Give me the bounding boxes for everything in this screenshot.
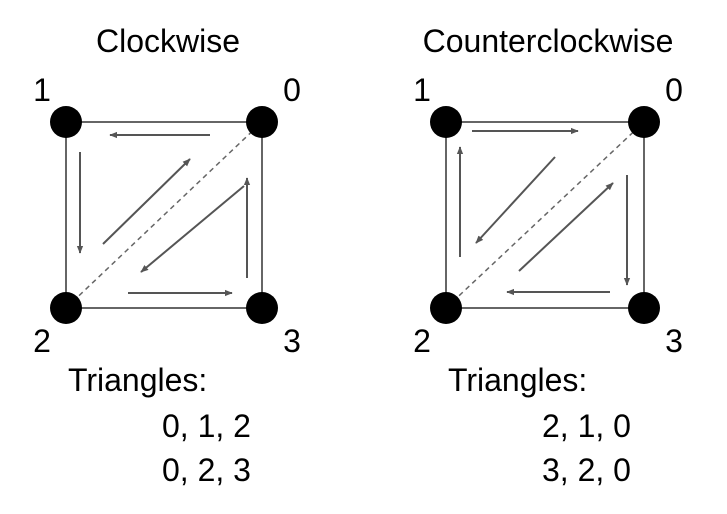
vertex-2 (50, 292, 82, 324)
arrow-2-to-0 (518, 182, 614, 272)
triangle-entry: 0, 1, 2 (162, 408, 251, 444)
vertex-label-3: 3 (665, 323, 683, 359)
vertex-0 (628, 106, 660, 138)
shared-diagonal (445, 121, 645, 309)
triangle-entry: 2, 1, 0 (542, 408, 631, 444)
vertex-label-1: 1 (413, 72, 431, 108)
clockwise-diagram: Clockwise 0 1 2 3 Triangles: (33, 23, 301, 488)
triangles-heading: Triangles: (448, 362, 587, 398)
vertex-1 (50, 106, 82, 138)
clockwise-arrows (76, 131, 251, 297)
counterclockwise-title: Counterclockwise (423, 23, 674, 59)
vertex-label-0: 0 (283, 72, 301, 108)
vertex-label-3: 3 (283, 323, 301, 359)
triangle-entry: 3, 2, 0 (542, 452, 631, 488)
vertex-2 (430, 292, 462, 324)
counterclockwise-square (445, 121, 645, 309)
arrow-2-to-0 (102, 158, 191, 245)
vertex-label-2: 2 (33, 323, 51, 359)
counterclockwise-diagram: Counterclockwise 0 1 2 3 Triangles: 2, 1… (413, 23, 683, 488)
clockwise-title: Clockwise (96, 23, 240, 59)
vertex-label-1: 1 (33, 72, 51, 108)
arrow-0-to-2 (140, 185, 245, 273)
shared-diagonal (65, 121, 263, 309)
counterclockwise-arrows (456, 127, 631, 296)
vertex-0 (246, 106, 278, 138)
clockwise-square (65, 121, 263, 309)
arrow-0-to-2 (475, 156, 556, 244)
triangle-entry: 0, 2, 3 (162, 452, 251, 488)
vertex-label-2: 2 (413, 323, 431, 359)
vertex-label-0: 0 (665, 72, 683, 108)
vertex-3 (628, 292, 660, 324)
vertex-1 (430, 106, 462, 138)
vertex-3 (246, 292, 278, 324)
triangles-heading: Triangles: (68, 362, 207, 398)
